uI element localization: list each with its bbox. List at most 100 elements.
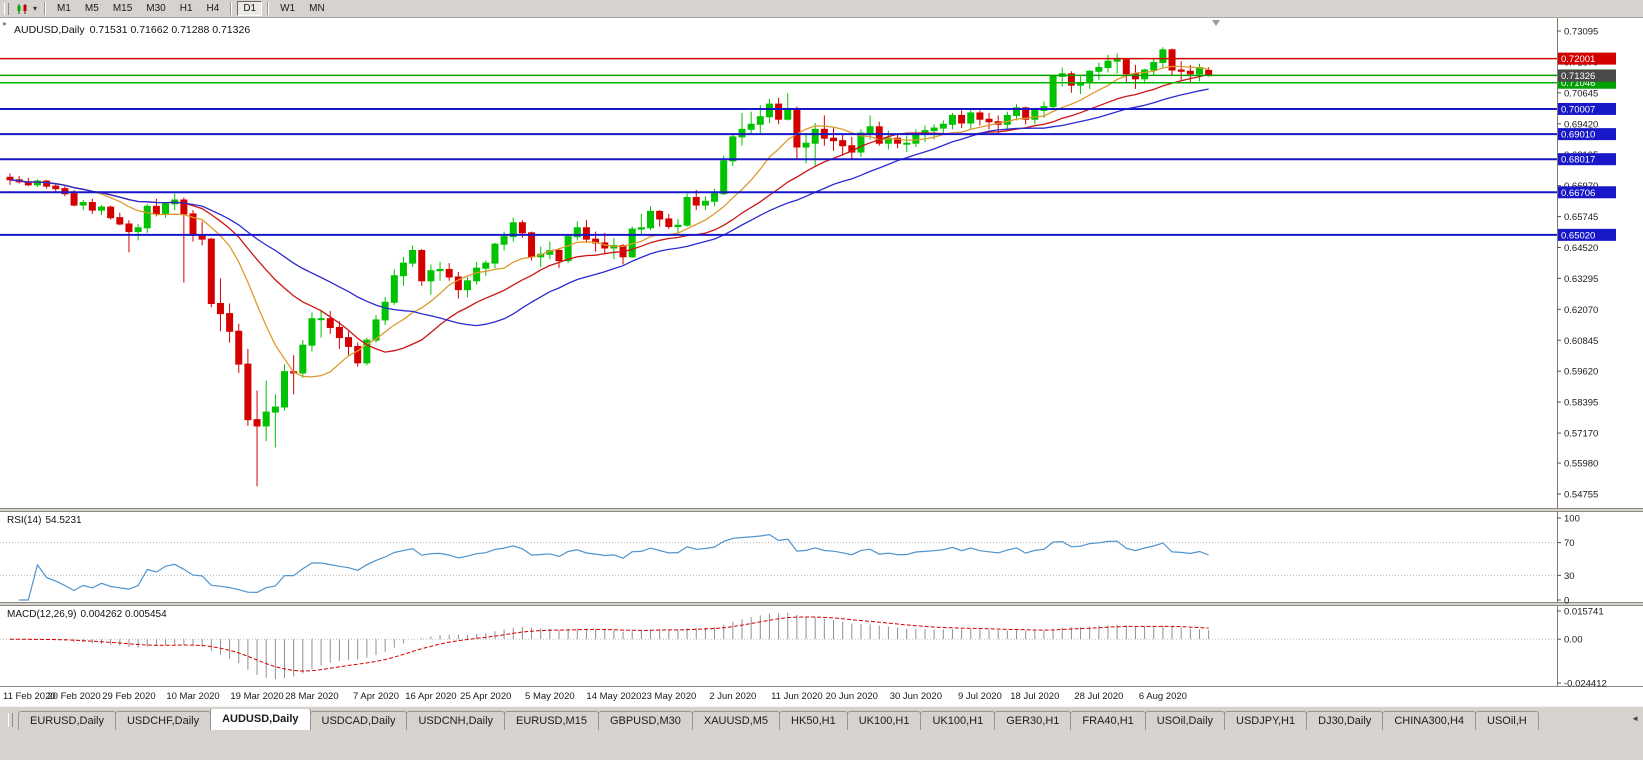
- svg-text:0.58395: 0.58395: [1564, 398, 1598, 409]
- medium-ma-line: [9, 73, 1209, 353]
- svg-text:0.65745: 0.65745: [1564, 212, 1598, 223]
- timeframe-button-m5[interactable]: M5: [84, 3, 99, 14]
- svg-text:0.64520: 0.64520: [1564, 243, 1598, 254]
- svg-text:0.69420: 0.69420: [1564, 119, 1598, 130]
- svg-text:10 Mar 2020: 10 Mar 2020: [166, 691, 219, 702]
- toolbar-separator: [44, 2, 46, 15]
- chart-svg[interactable]: 0.730950.718700.706450.694200.681950.669…: [0, 18, 1643, 706]
- timeframe-button-m1[interactable]: M1: [57, 3, 71, 14]
- timeframe-button-w1[interactable]: W1: [280, 3, 296, 14]
- chart-tab-eurusd-m15[interactable]: EURUSD,M15: [504, 711, 599, 730]
- chart-tab-audusd-daily[interactable]: AUDUSD,Daily: [210, 709, 311, 730]
- chart-window[interactable]: 0.730950.718700.706450.694200.681950.669…: [0, 18, 1643, 706]
- svg-text:29 Feb 2020: 29 Feb 2020: [102, 691, 155, 702]
- svg-text:16 Apr 2020: 16 Apr 2020: [405, 691, 456, 702]
- svg-text:28 Jul 2020: 28 Jul 2020: [1074, 691, 1123, 702]
- toolbar-grip[interactable]: [4, 2, 9, 15]
- price-tag-0.69010: 0.69010: [1558, 128, 1616, 141]
- timeframe-button-h4[interactable]: H4: [206, 3, 220, 14]
- chart-tab-usoil-h[interactable]: USOil,H: [1475, 711, 1539, 730]
- price-tag-0.70007: 0.70007: [1558, 102, 1616, 115]
- timeframe-button-d1[interactable]: D1: [237, 1, 263, 16]
- price-tag-0.71326: 0.71326: [1558, 69, 1616, 82]
- svg-text:0.63295: 0.63295: [1564, 274, 1598, 285]
- chart-tab-xauusd-m5[interactable]: XAUUSD,M5: [691, 711, 781, 730]
- timeframe-button-m30[interactable]: M30: [146, 3, 166, 14]
- svg-text:11 Jun 2020: 11 Jun 2020: [771, 691, 823, 702]
- chart-tab-ger30-h1[interactable]: GER30,H1: [994, 711, 1072, 730]
- svg-text:18 Jul 2020: 18 Jul 2020: [1010, 691, 1059, 702]
- svg-text:0.70007: 0.70007: [1561, 104, 1595, 115]
- candlestick-glyph: [17, 3, 27, 14]
- moving-averages-layer: [9, 65, 1209, 378]
- svg-text:0.73095: 0.73095: [1564, 27, 1598, 38]
- svg-text:70: 70: [1564, 538, 1575, 549]
- chart-tab-eurusd-daily[interactable]: EURUSD,Daily: [18, 711, 116, 730]
- chart-tab-uk100-h1[interactable]: UK100,H1: [920, 711, 996, 730]
- svg-text:0.66706: 0.66706: [1561, 188, 1595, 199]
- chart-type-dropdown-icon[interactable]: ▾: [32, 4, 37, 13]
- svg-text:-0.024412: -0.024412: [1564, 679, 1607, 690]
- top-toolbar: ▾ M1 M5 M15 M30 H1 H4 D1 W1 MN: [0, 0, 1643, 18]
- chart-tab-usoil-daily[interactable]: USOil,Daily: [1144, 711, 1226, 730]
- fast-ma-line: [9, 65, 1209, 378]
- chart-tab-china300-h4[interactable]: CHINA300,H4: [1382, 711, 1477, 730]
- macd-values-text: 0.004262 0.005454: [80, 609, 167, 620]
- svg-text:0.68017: 0.68017: [1561, 155, 1595, 166]
- svg-text:14 May 2020: 14 May 2020: [586, 691, 641, 702]
- svg-text:30: 30: [1564, 571, 1575, 582]
- svg-text:0.72001: 0.72001: [1561, 54, 1595, 65]
- horizontal-lines-layer[interactable]: [0, 57, 1557, 236]
- chart-tab-usdcad-daily[interactable]: USDCAD,Daily: [309, 711, 408, 730]
- svg-text:6 Aug 2020: 6 Aug 2020: [1139, 691, 1187, 702]
- svg-text:0.71046: 0.71046: [1561, 78, 1595, 89]
- tab-scroll-left-icon[interactable]: ◄: [1631, 714, 1639, 723]
- price-tag-0.68017: 0.68017: [1558, 153, 1616, 166]
- chart-tab-gbpusd-m30[interactable]: GBPUSD,M30: [597, 711, 693, 730]
- rsi-indicator-label: RSI(14) 54.5231: [7, 515, 82, 526]
- chart-tab-fra40-h1[interactable]: FRA40,H1: [1070, 711, 1146, 730]
- chart-tab-usdjpy-h1[interactable]: USDJPY,H1: [1224, 711, 1308, 730]
- chart-tab-usdchf-daily[interactable]: USDCHF,Daily: [114, 711, 212, 730]
- one-click-trading-icon[interactable]: ▸: [3, 19, 8, 28]
- status-strip: [0, 730, 1643, 760]
- svg-text:100: 100: [1564, 514, 1580, 525]
- chart-symbol-label: AUDUSD,Daily 0.71531 0.71662 0.71288 0.71…: [14, 24, 250, 36]
- svg-text:25 Apr 2020: 25 Apr 2020: [460, 691, 511, 702]
- candlestick-chart-icon[interactable]: [14, 1, 30, 17]
- timeframe-button-m15[interactable]: M15: [112, 3, 133, 14]
- ohlc-values-text: 0.71531 0.71662 0.71288 0.71326: [89, 24, 251, 36]
- rsi-value-text: 54.5231: [45, 515, 82, 526]
- rsi-name-text: RSI(14): [7, 515, 42, 526]
- svg-text:0.62070: 0.62070: [1564, 305, 1598, 316]
- timeframe-button-mn[interactable]: MN: [309, 3, 325, 14]
- svg-text:0: 0: [1564, 596, 1569, 607]
- macd-histogram: [18, 612, 1210, 680]
- chart-tab-hk50-h1[interactable]: HK50,H1: [779, 711, 848, 730]
- price-axis[interactable]: 0.730950.718700.706450.694200.681950.669…: [1557, 27, 1598, 501]
- chart-tabbar: EURUSD,Daily USDCHF,Daily AUDUSD,Daily USDC…: [0, 706, 1643, 730]
- macd-name-text: MACD(12,26,9): [7, 609, 77, 620]
- slow-ma-line: [9, 88, 1209, 327]
- svg-text:28 Mar 2020: 28 Mar 2020: [285, 691, 338, 702]
- svg-text:5 May 2020: 5 May 2020: [525, 691, 575, 702]
- svg-text:20 Jun 2020: 20 Jun 2020: [826, 691, 878, 702]
- tabbar-grip[interactable]: [8, 713, 13, 727]
- svg-text:0.57170: 0.57170: [1564, 429, 1598, 440]
- price-tag-0.72001: 0.72001: [1558, 52, 1616, 65]
- svg-text:9 Jul 2020: 9 Jul 2020: [958, 691, 1002, 702]
- svg-text:20 Feb 2020: 20 Feb 2020: [47, 691, 100, 702]
- svg-text:0.55980: 0.55980: [1564, 459, 1598, 470]
- timeframe-button-h1[interactable]: H1: [179, 3, 193, 14]
- chart-tab-dj30-daily[interactable]: DJ30,Daily: [1306, 711, 1384, 730]
- svg-text:0.59620: 0.59620: [1564, 367, 1598, 378]
- svg-text:23 May 2020: 23 May 2020: [641, 691, 696, 702]
- chart-tab-usdcnh-daily[interactable]: USDCNH,Daily: [406, 711, 506, 730]
- svg-text:0.65020: 0.65020: [1561, 230, 1595, 241]
- chart-shift-marker[interactable]: [1212, 20, 1220, 26]
- price-tag-0.66706: 0.66706: [1558, 186, 1616, 199]
- svg-text:19 Mar 2020: 19 Mar 2020: [230, 691, 283, 702]
- chart-tab-uk100-h1[interactable]: UK100,H1: [846, 711, 922, 730]
- symbol-timeframe-text: AUDUSD,Daily: [14, 24, 85, 36]
